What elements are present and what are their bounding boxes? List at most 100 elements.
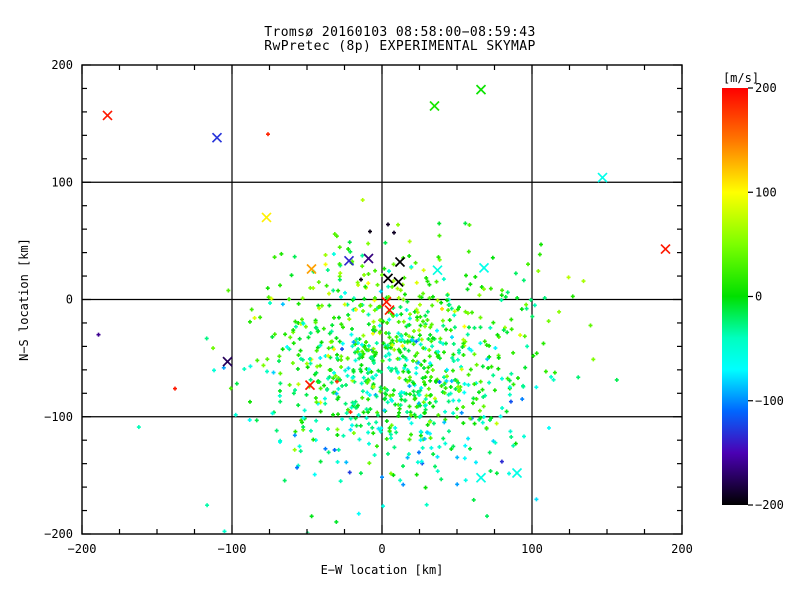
data-point: [546, 319, 551, 324]
data-point: [409, 432, 414, 437]
data-point: [403, 363, 408, 368]
data-point: [205, 503, 210, 508]
data-point: [507, 471, 512, 476]
data-point: [302, 408, 307, 413]
data-point: [552, 370, 557, 375]
data-point-outlier: [386, 222, 390, 227]
data-point: [287, 347, 292, 352]
data-point: [519, 307, 524, 312]
data-point: [405, 410, 410, 415]
data-point: [392, 347, 397, 352]
data-point: [505, 330, 510, 335]
data-point: [437, 257, 442, 262]
data-point: [278, 371, 283, 376]
data-point: [279, 251, 284, 256]
data-point: [443, 386, 448, 391]
data-point: [374, 420, 379, 425]
data-point: [429, 374, 434, 379]
data-point: [499, 293, 504, 298]
data-point: [354, 307, 359, 312]
x-tick-label: −200: [68, 542, 97, 556]
data-point: [314, 418, 319, 423]
data-point: [418, 413, 423, 418]
data-point: [353, 416, 358, 421]
data-point: [386, 351, 391, 356]
data-point: [381, 319, 386, 324]
data-point: [366, 430, 371, 435]
data-point: [393, 402, 398, 407]
data-point: [371, 319, 376, 324]
data-point: [362, 296, 367, 301]
data-point: [502, 325, 507, 330]
data-point: [466, 325, 471, 330]
data-point: [496, 366, 501, 371]
data-point: [347, 470, 352, 475]
data-point: [282, 478, 287, 483]
data-point: [477, 390, 482, 395]
data-point: [375, 410, 380, 415]
data-point: [386, 331, 391, 336]
data-point: [546, 425, 551, 430]
data-point: [524, 302, 529, 307]
data-point: [472, 352, 477, 357]
data-point: [417, 302, 422, 307]
data-point: [427, 431, 432, 436]
data-point: [511, 350, 516, 355]
data-point-outlier: [102, 110, 113, 121]
data-point-outlier: [363, 253, 374, 264]
data-point: [272, 255, 277, 260]
data-point: [478, 315, 483, 320]
data-point: [366, 343, 371, 348]
data-point: [446, 399, 451, 404]
data-point: [316, 328, 321, 333]
data-point: [285, 344, 290, 349]
data-point: [390, 392, 395, 397]
data-point: [348, 416, 353, 421]
data-point: [520, 397, 525, 402]
data-point: [430, 344, 435, 349]
data-point: [354, 337, 359, 342]
data-point-outlier: [343, 255, 355, 266]
data-point: [456, 384, 461, 389]
data-point: [541, 341, 546, 346]
data-point: [385, 400, 390, 405]
data-point: [373, 350, 378, 355]
data-point: [326, 450, 331, 455]
data-point-outlier: [394, 256, 406, 268]
data-point-outlier: [348, 410, 353, 415]
data-point: [542, 296, 547, 301]
data-point: [399, 334, 404, 339]
y-axis-tick-labels: −200 −100 0 100 200: [44, 58, 73, 541]
data-point: [449, 447, 454, 452]
data-point: [436, 255, 441, 260]
data-point: [425, 279, 430, 284]
data-point: [385, 388, 390, 393]
data-point: [358, 471, 363, 476]
data-point: [468, 446, 473, 451]
data-point-outlier: [597, 172, 608, 183]
data-point: [313, 320, 318, 325]
data-point: [318, 459, 323, 464]
data-point: [374, 444, 379, 449]
data-point: [504, 409, 509, 414]
data-point: [467, 346, 472, 351]
data-point: [513, 441, 518, 446]
data-point: [427, 348, 432, 353]
data-point: [374, 373, 379, 378]
data-point: [351, 368, 356, 373]
data-point: [317, 379, 322, 384]
data-point: [376, 305, 381, 310]
data-point: [417, 294, 422, 299]
data-point: [323, 446, 328, 451]
data-point: [368, 407, 373, 412]
data-point: [425, 430, 430, 435]
data-point: [364, 416, 369, 421]
data-point: [399, 312, 404, 317]
data-point: [380, 358, 385, 363]
data-point: [324, 283, 329, 288]
data-point: [470, 310, 475, 315]
data-point: [367, 461, 372, 466]
data-point: [478, 379, 483, 384]
data-point: [385, 451, 390, 456]
data-point: [407, 322, 412, 327]
